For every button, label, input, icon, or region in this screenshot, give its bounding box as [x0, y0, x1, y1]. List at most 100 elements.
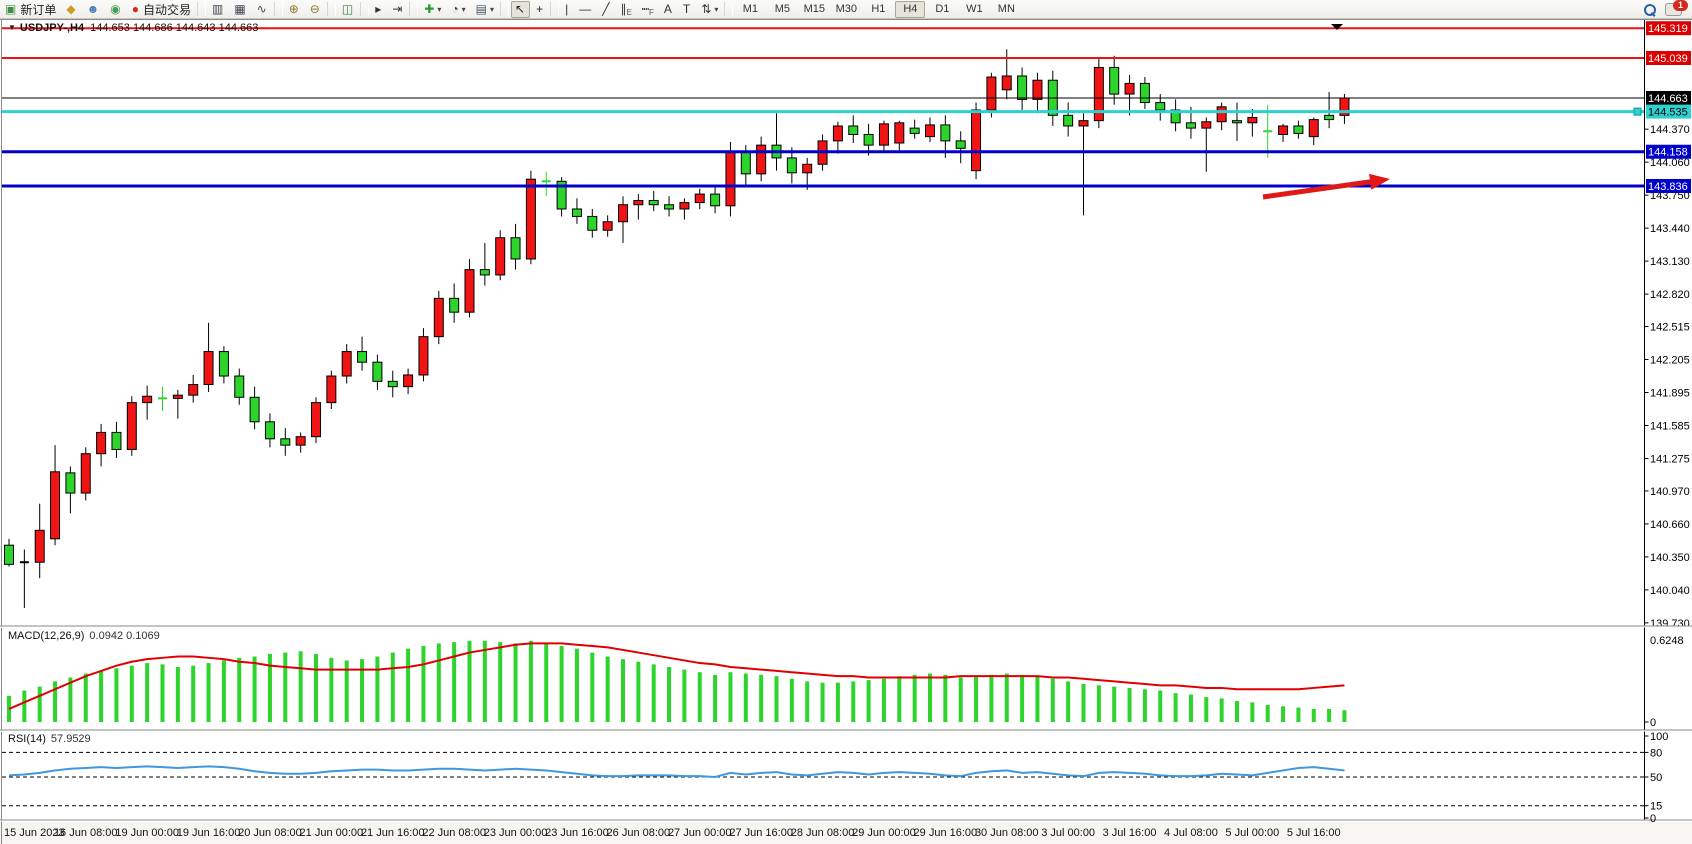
- timeframe-w1-button[interactable]: W1: [966, 3, 983, 15]
- price-badge-label: 144.158: [1648, 147, 1688, 159]
- candle: [556, 177, 567, 217]
- tile-windows-button[interactable]: ◫: [338, 1, 358, 18]
- line-chart-mode-button[interactable]: ∿: [253, 1, 272, 18]
- candle: [311, 397, 321, 444]
- bar-chart-mode-button[interactable]: ▥: [208, 1, 228, 18]
- macd-histogram-bar: [1204, 697, 1209, 722]
- candle: [96, 423, 107, 467]
- candle: [664, 196, 675, 217]
- fibonacci-tool[interactable]: ┉ F: [638, 1, 658, 18]
- candle: [786, 147, 797, 184]
- cyan-line-anchor[interactable]: [1633, 107, 1642, 116]
- timeframe-m30-button[interactable]: M30: [835, 3, 858, 15]
- crosshair-tool-button[interactable]: +: [532, 1, 548, 18]
- horizontal-line-tool[interactable]: —: [575, 1, 596, 18]
- toolbar-separator: [550, 2, 560, 16]
- timeframe-m15-button[interactable]: M15: [803, 3, 826, 15]
- candle: [464, 258, 475, 318]
- notifications-icon[interactable]: 1: [1665, 0, 1688, 16]
- line-anchor-triangle[interactable]: [1331, 24, 1343, 30]
- timeframe-h1-button[interactable]: H1: [871, 3, 886, 15]
- candle: [1201, 117, 1212, 172]
- periods-button[interactable]: ◔ ▾: [447, 1, 469, 18]
- macd-histogram-bar: [713, 674, 718, 722]
- price-badge-label: 144.535: [1648, 107, 1688, 119]
- price-tick-label: 143.130: [1650, 256, 1690, 268]
- candle: [955, 131, 966, 164]
- time-axis-label: 5 Jul 16:00: [1287, 827, 1341, 839]
- timeframe-h4-button[interactable]: H4: [895, 0, 926, 18]
- macd-signal-line: [8, 642, 1345, 710]
- dropdown-caret-icon[interactable]: ▾: [437, 4, 442, 14]
- price-badge: [1646, 91, 1691, 105]
- macd-histogram-bar: [83, 673, 88, 722]
- candle: [633, 194, 644, 220]
- macd-max-label: 0.6248: [1650, 635, 1684, 647]
- vertical-line-tool[interactable]: |: [561, 1, 573, 18]
- rsi-panel: 100 80 50 150: [2, 731, 1668, 825]
- auto-scroll-button[interactable]: ▸: [371, 1, 386, 18]
- macd-histogram-bar: [774, 676, 779, 722]
- channel-tool[interactable]: ∥ E: [616, 1, 635, 18]
- dropdown-caret-icon[interactable]: ▾: [461, 4, 466, 14]
- price-tick-label: 140.660: [1650, 519, 1690, 531]
- dropdown-caret-icon[interactable]: ▾: [489, 4, 494, 14]
- timeframe-mn-button[interactable]: MN: [997, 3, 1015, 15]
- candle: [878, 120, 889, 152]
- macd-histogram-bar: [1035, 676, 1040, 722]
- toolbar-separator: [724, 2, 734, 16]
- rsi-level-label: 0: [1650, 813, 1656, 825]
- rsi-level-label: 100: [1650, 731, 1668, 743]
- metaquotes-icon[interactable]: ◆: [62, 1, 80, 18]
- candle: [126, 396, 137, 456]
- price-tick-label: 143.440: [1650, 223, 1690, 235]
- text-tool[interactable]: A: [660, 1, 677, 18]
- text-label-tool[interactable]: T: [679, 1, 695, 18]
- trendline-tool-icon: ╱: [602, 2, 610, 16]
- candle: [357, 336, 368, 371]
- zoom-out-button[interactable]: ⊖: [306, 1, 325, 18]
- candle: [4, 538, 14, 567]
- timeframe-m1-button[interactable]: M1: [742, 3, 758, 15]
- candle: [1263, 104, 1273, 158]
- red-arrow-annotation[interactable]: [1262, 178, 1377, 200]
- toolbar-separator: [500, 2, 509, 16]
- candle: [495, 230, 506, 281]
- candle: [264, 413, 275, 448]
- macd-histogram-bar: [1142, 689, 1147, 722]
- macd-histogram-bar: [206, 663, 211, 722]
- indicators-button[interactable]: ✚ ▾: [420, 1, 445, 18]
- search-icon[interactable]: [1644, 3, 1656, 17]
- timeframe-m5-button[interactable]: M5: [774, 3, 790, 15]
- macd-histogram-bar: [129, 665, 134, 722]
- macd-histogram-bar: [37, 686, 42, 722]
- candle: [894, 120, 905, 153]
- candle: [1308, 117, 1319, 146]
- profile-icon[interactable]: ☻: [83, 1, 105, 18]
- cursor-tool-button[interactable]: ↖: [511, 0, 531, 18]
- candle: [158, 386, 167, 412]
- time-axis-label: 29 Jun 00:00: [852, 827, 916, 839]
- templates-button[interactable]: ▤ ▾: [472, 1, 498, 18]
- candle: [34, 503, 45, 579]
- candle: [756, 136, 767, 182]
- signal-icon[interactable]: ◉: [106, 1, 125, 18]
- chart-canvas[interactable]: 144.370 144.060 143.750 143.440 143.130 142.8…: [0, 19, 1692, 844]
- chart-shift-button[interactable]: ⇥: [388, 1, 407, 18]
- trendline-tool[interactable]: ╱: [598, 1, 614, 18]
- macd-histogram-bar: [851, 681, 856, 722]
- timeframe-d1-button[interactable]: D1: [935, 3, 950, 15]
- zoom-out-icon: ⊖: [309, 2, 320, 16]
- dropdown-caret-icon[interactable]: ▾: [714, 4, 719, 14]
- autotrading-button[interactable]: ● 自动交易: [128, 1, 195, 18]
- time-axis-label: 20 Jun 08:00: [238, 827, 302, 839]
- arrows-tool[interactable]: ⇅ ▾: [697, 1, 722, 18]
- candle: [65, 466, 76, 514]
- zoom-in-button[interactable]: ⊕: [285, 1, 304, 18]
- macd-histogram-bar: [697, 672, 702, 722]
- time-axis-label: 15 Jun 2023: [4, 827, 65, 839]
- macd-histogram-bar: [145, 663, 150, 722]
- new-order-button[interactable]: ▣ 新订单: [1, 1, 60, 18]
- candle: [571, 198, 582, 224]
- candlestick-mode-button[interactable]: ▦: [230, 1, 250, 18]
